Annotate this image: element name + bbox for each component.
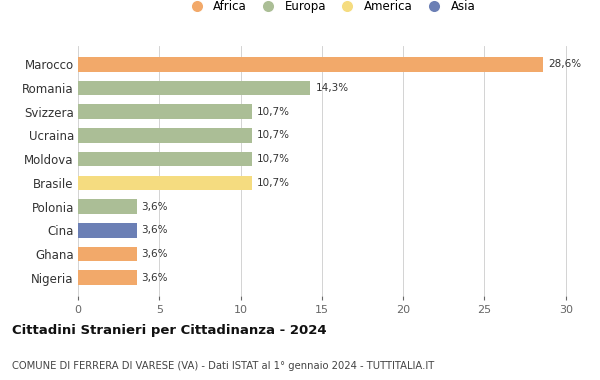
Bar — [78, 223, 137, 238]
Bar — [78, 152, 252, 166]
Text: 14,3%: 14,3% — [316, 83, 349, 93]
Bar — [78, 81, 310, 95]
Text: 3,6%: 3,6% — [142, 201, 168, 212]
Text: 28,6%: 28,6% — [548, 59, 581, 69]
Text: 3,6%: 3,6% — [142, 249, 168, 259]
Bar — [78, 105, 252, 119]
Text: 10,7%: 10,7% — [257, 178, 290, 188]
Text: COMUNE DI FERRERA DI VARESE (VA) - Dati ISTAT al 1° gennaio 2024 - TUTTITALIA.IT: COMUNE DI FERRERA DI VARESE (VA) - Dati … — [12, 361, 434, 370]
Text: Cittadini Stranieri per Cittadinanza - 2024: Cittadini Stranieri per Cittadinanza - 2… — [12, 325, 326, 337]
Legend: Africa, Europa, America, Asia: Africa, Europa, America, Asia — [181, 0, 479, 16]
Bar — [78, 270, 137, 285]
Bar — [78, 128, 252, 143]
Text: 3,6%: 3,6% — [142, 273, 168, 283]
Text: 10,7%: 10,7% — [257, 130, 290, 141]
Bar — [78, 57, 543, 72]
Text: 3,6%: 3,6% — [142, 225, 168, 235]
Bar — [78, 176, 252, 190]
Bar — [78, 247, 137, 261]
Text: 10,7%: 10,7% — [257, 154, 290, 164]
Text: 10,7%: 10,7% — [257, 107, 290, 117]
Bar — [78, 199, 137, 214]
